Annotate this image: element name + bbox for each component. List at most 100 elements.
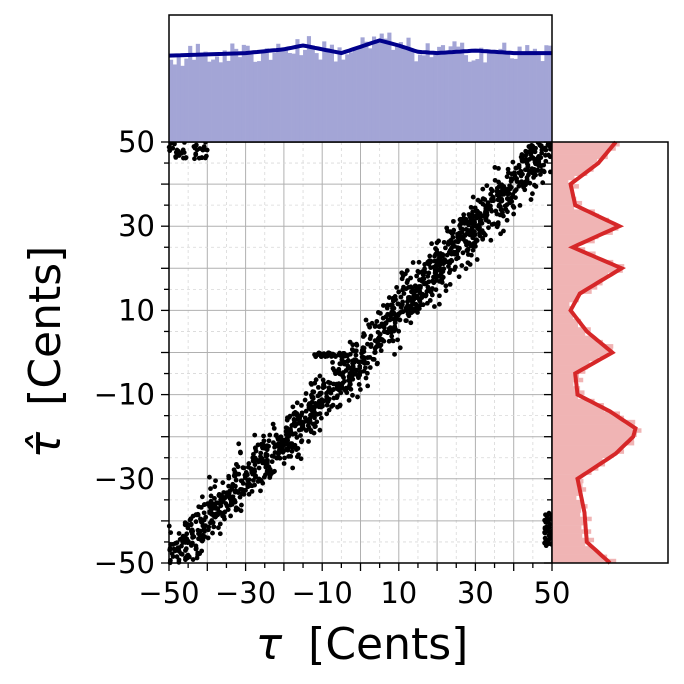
scatter-point — [334, 395, 340, 401]
right-histogram-bar — [552, 179, 569, 185]
scatter-point — [427, 253, 433, 259]
scatter-point — [337, 382, 343, 388]
scatter-point — [271, 425, 277, 431]
scatter-point — [342, 378, 347, 384]
top-histogram-bar — [375, 42, 380, 142]
right-histogram-bar — [552, 268, 623, 273]
scatter-point — [213, 478, 218, 484]
top-histogram-bar — [341, 59, 346, 142]
right-histogram-bar — [552, 470, 592, 475]
scatter-point — [199, 548, 205, 554]
scatter-point — [199, 538, 205, 544]
scatter-point — [312, 409, 318, 415]
scatter-point — [232, 497, 237, 503]
scatter-point — [474, 257, 480, 262]
scatter-point — [328, 352, 334, 358]
scatter-point — [530, 143, 536, 149]
right-histogram-bar — [552, 504, 588, 509]
scatter-point — [495, 197, 501, 203]
scatter-point — [496, 166, 501, 171]
scatter-point — [251, 469, 257, 474]
top-histogram-bar — [437, 46, 442, 142]
scatter-point — [536, 156, 542, 162]
scatter-point — [378, 310, 383, 316]
top-histogram-bar — [517, 46, 522, 142]
scatter-point — [484, 183, 490, 189]
scatter-point — [386, 295, 392, 300]
scatter-point — [286, 454, 292, 459]
scatter-point — [261, 433, 266, 439]
scatter-point — [349, 368, 355, 374]
top-histogram-bar — [448, 46, 453, 142]
scatter-point — [202, 523, 208, 529]
scatter-point — [299, 403, 304, 408]
scatter-point — [174, 147, 180, 153]
right-histogram-bar — [552, 537, 595, 543]
scatter-point — [204, 147, 210, 153]
right-histogram-bar — [552, 377, 584, 383]
right-histogram-bar — [552, 516, 592, 522]
scatter-point — [267, 432, 273, 438]
right-histogram-bar — [552, 327, 591, 332]
scatter-point — [385, 311, 391, 317]
right-histogram-bar — [552, 339, 603, 345]
scatter-point — [353, 357, 359, 363]
top-histogram-bar — [368, 48, 373, 142]
scatter-point — [417, 286, 422, 291]
scatter-point — [308, 429, 314, 435]
scatter-point — [339, 357, 345, 363]
top-histogram-bar — [440, 45, 446, 142]
scatter-point — [348, 386, 354, 392]
scatter-point — [505, 166, 511, 172]
scatter-point — [419, 278, 425, 284]
right-histogram-bar — [552, 301, 570, 307]
top-histogram-bar — [188, 45, 193, 142]
scatter-point — [510, 192, 516, 197]
scatter-point — [431, 304, 437, 309]
scatter-point — [269, 453, 275, 459]
top-histogram-bar — [425, 43, 430, 142]
scatter-point — [509, 171, 514, 177]
top-histogram-bar — [417, 54, 423, 142]
scatter-point — [242, 475, 248, 481]
scatter-point — [330, 366, 336, 371]
scatter-point — [298, 420, 304, 426]
top-histogram-bar — [234, 48, 239, 143]
scatter-point — [207, 474, 212, 480]
right-histogram-bar — [552, 238, 595, 244]
top-histogram-bar — [172, 64, 177, 142]
right-histogram-bar — [552, 323, 578, 328]
top-histogram-bar — [207, 61, 212, 143]
scatter-point — [459, 263, 465, 268]
scatter-point — [356, 382, 362, 387]
scatter-point — [201, 510, 207, 516]
scatter-point — [478, 217, 484, 223]
top-histogram-bar — [521, 54, 526, 142]
scatter-point — [513, 195, 518, 201]
scatter-point — [263, 452, 269, 458]
scatter-point — [249, 488, 255, 494]
top-histogram-bar — [326, 48, 331, 142]
top-histogram-bar — [249, 51, 254, 142]
top-histogram-bar — [322, 41, 327, 142]
scatter-point — [281, 437, 287, 443]
scatter-point — [518, 168, 524, 174]
scatter-point — [350, 392, 355, 398]
right-histogram-bar — [552, 167, 594, 172]
scatter-point — [542, 535, 548, 541]
scatter-point — [295, 445, 301, 451]
top-histogram-bar — [349, 52, 354, 142]
scatter-point — [472, 240, 478, 245]
right-histogram-bar — [552, 209, 595, 214]
right-histogram-bar — [552, 381, 574, 387]
scatter-point — [368, 333, 374, 339]
scatter-point — [523, 167, 528, 173]
scatter-point — [439, 280, 445, 285]
scatter-point — [318, 404, 324, 410]
scatter-point — [425, 284, 431, 290]
scatter-point — [294, 400, 300, 406]
scatter-point — [243, 470, 249, 475]
scatter-point — [538, 143, 544, 149]
scatter-point — [447, 281, 453, 287]
scatter-point — [174, 554, 180, 560]
